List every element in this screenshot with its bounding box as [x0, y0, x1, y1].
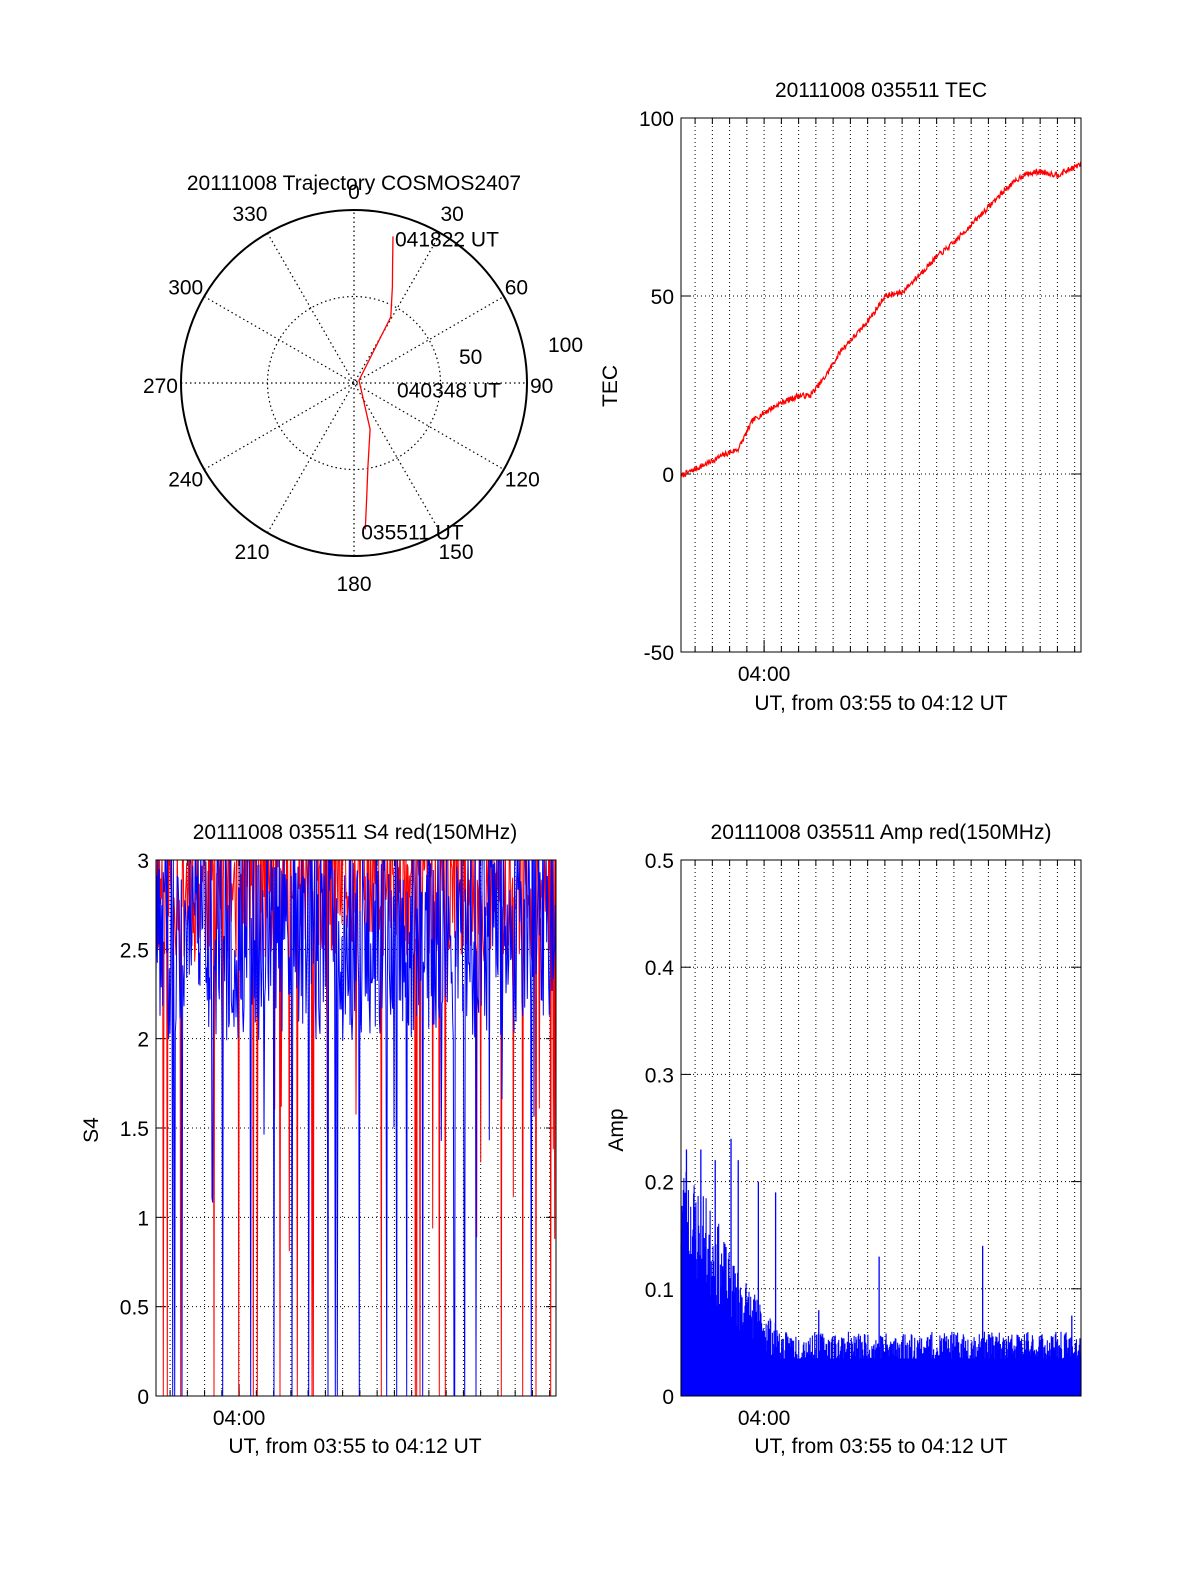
- polar-angle-label: 330: [232, 203, 267, 226]
- trajectory-polar-chart: 20111008 Trajectory COSMOS2407 0 30 60 90 12…: [143, 172, 583, 596]
- polar-spoke: [203, 295, 505, 471]
- trajectory-curve-group: [358, 236, 394, 530]
- s4-ylabel: S4: [80, 1117, 103, 1143]
- polar-angle-label: 30: [441, 203, 464, 226]
- polar-grid: [180, 209, 528, 557]
- amp-grid: 0 0.1 0.2 0.3 0.4 0.5 04:00: [645, 850, 1081, 1430]
- polar-angle-label: 240: [168, 469, 203, 492]
- s4-chart: 20111008 035511 S4 red(150MHz) 0 0.5 1 1.5 2…: [80, 821, 557, 1458]
- s4-plot-area: 0 0.5 1 1.5 2 2.5 3 04:00: [120, 850, 557, 1430]
- s4-ytick-label: 0.5: [120, 1297, 149, 1320]
- trajectory-time-label: 040348 UT: [397, 379, 501, 402]
- s4-title: 20111008 035511 S4 red(150MHz): [193, 821, 518, 844]
- tec-ytick-label: 100: [639, 108, 674, 131]
- polar-angle-label: 90: [530, 375, 553, 398]
- polar-angle-label: 300: [168, 277, 203, 300]
- s4-xtick-label: 04:00: [213, 1407, 266, 1430]
- s4-frame: [155, 859, 557, 1397]
- polar-angle-label: 60: [505, 277, 528, 300]
- polar-spoke: [203, 295, 505, 471]
- amp-frame: [680, 859, 1082, 1397]
- tec-ytick-label: -50: [644, 642, 674, 665]
- amp-ytick-label: 0.4: [645, 957, 675, 980]
- polar-radial-label: 100: [548, 334, 583, 357]
- s4-ytick-label: 3: [137, 850, 149, 873]
- s4-ytick-label: 1: [137, 1207, 149, 1230]
- amp-xlabel: UT, from 03:55 to 04:12 UT: [754, 1435, 1007, 1458]
- trajectory-time-label: 035511 UT: [361, 521, 464, 544]
- amp-ytick-label: 0.1: [645, 1279, 674, 1302]
- tec-xtick-label: 04:00: [738, 663, 791, 686]
- amp-ylabel: Amp: [605, 1108, 628, 1151]
- amp-series-base: [681, 1358, 1081, 1396]
- amp-ytick-label: 0.3: [645, 1064, 674, 1087]
- trajectory-annotations: 041822 UT 040348 UT 035511 UT: [361, 228, 501, 544]
- polar-angle-label: 120: [505, 469, 540, 492]
- s4-xlabel: UT, from 03:55 to 04:12 UT: [228, 1435, 481, 1458]
- polar-spoke: [266, 232, 442, 534]
- trajectory-time-label: 041822 UT: [395, 228, 499, 251]
- tec-xlabel: UT, from 03:55 to 04:12 UT: [754, 692, 1007, 715]
- amp-ytick-label: 0.5: [645, 850, 674, 873]
- tec-ylabel: TEC: [599, 365, 622, 407]
- trajectory-title: 20111008 Trajectory COSMOS2407: [187, 172, 521, 195]
- tec-ytick-label: 0: [662, 464, 674, 487]
- trajectory-line: [358, 236, 394, 530]
- s4-series-group: [156, 860, 556, 1396]
- tec-plot-area: -50 0 50 100 04:00: [639, 108, 1082, 686]
- polar-angle-labels: 0 30 60 90 120 150 180 210 240 270 300 330: [143, 181, 553, 596]
- s4-ytick-label: 1.5: [120, 1118, 149, 1141]
- s4-blue-series: [156, 860, 556, 1396]
- amp-ytick-label: 0.2: [645, 1172, 674, 1195]
- tec-grid: -50 0 50 100 04:00: [639, 108, 1081, 686]
- tec-series-line: [680, 161, 1082, 478]
- tec-title: 20111008 035511 TEC: [775, 79, 987, 102]
- polar-radial-label: 50: [459, 346, 482, 369]
- amp-plot-area: 0 0.1 0.2 0.3 0.4 0.5 04:00: [645, 850, 1082, 1430]
- amp-xtick-label: 04:00: [738, 1407, 791, 1430]
- s4-ytick-label: 0: [137, 1386, 149, 1409]
- polar-angle-label: 0: [348, 181, 360, 204]
- tec-chart: 20111008 035511 TEC -50 0 50 100 04:00 UT, f…: [599, 79, 1082, 715]
- polar-angle-label: 150: [439, 541, 474, 564]
- polar-angle-label: 270: [143, 375, 178, 398]
- amp-chart: 20111008 035511 Amp red(150MHz) 00.10.20…: [605, 821, 1082, 1458]
- s4-ytick-label: 2: [137, 1029, 149, 1052]
- tec-frame: [680, 117, 1082, 653]
- polar-radial-labels: 50 100: [459, 334, 583, 369]
- amp-ytick-label: 0: [662, 1386, 674, 1409]
- amp-title: 20111008 035511 Amp red(150MHz): [711, 821, 1052, 844]
- polar-angle-label: 210: [234, 541, 269, 564]
- polar-angle-label: 180: [336, 573, 371, 596]
- s4-ytick-label: 2.5: [120, 939, 149, 962]
- tec-ytick-label: 50: [651, 286, 674, 309]
- polar-spoke: [266, 232, 442, 534]
